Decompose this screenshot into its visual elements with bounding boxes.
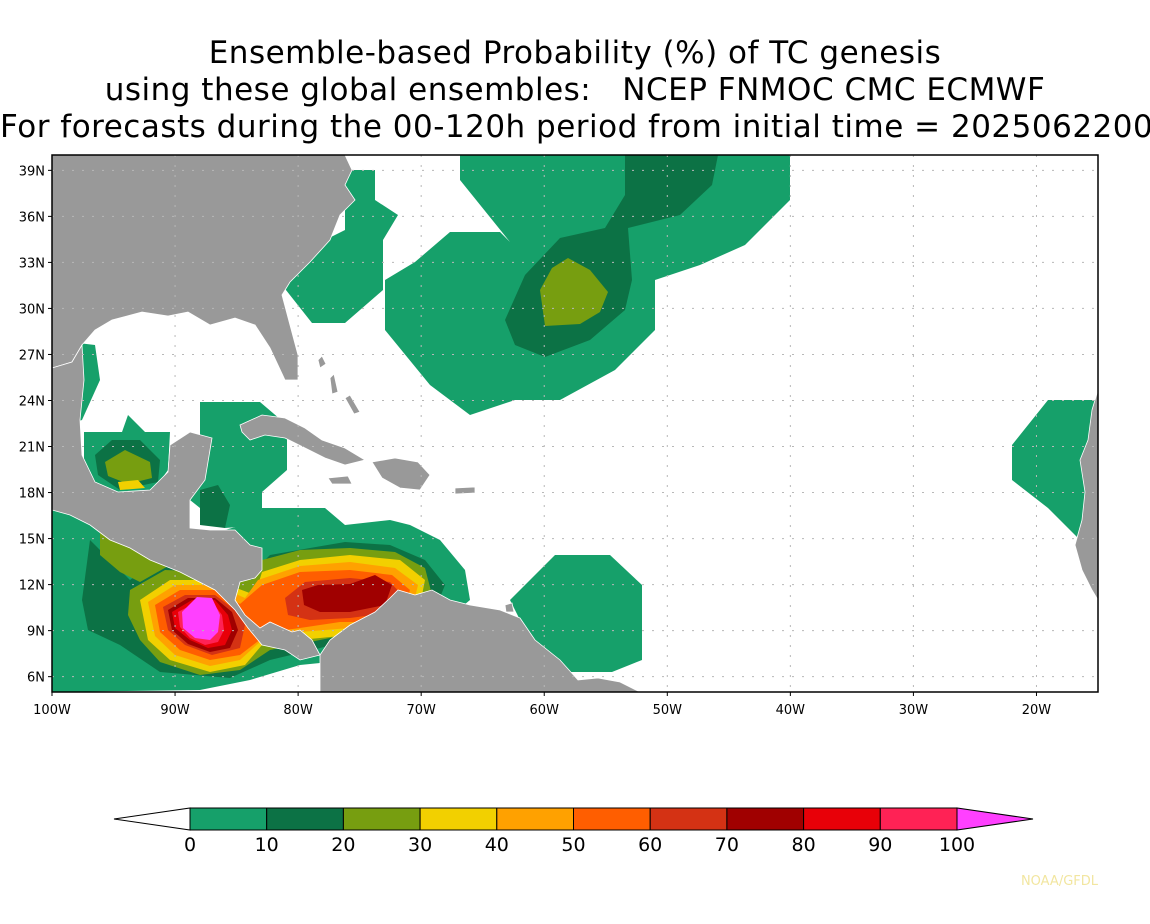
colorbar-label: 10: [255, 834, 279, 856]
credit-text: NOAA/GFDL: [1020, 874, 1098, 889]
land-jamaica: [327, 475, 353, 485]
lat-tick-label: 39N: [19, 164, 45, 179]
longitude-axis: 100W 90W 80W 70W 60W 50W 40W 30W 20W: [33, 692, 1051, 718]
colorbar-label: 60: [638, 834, 662, 856]
land: [52, 155, 1098, 692]
colorbar-box: [496, 807, 574, 831]
lon-tick-label: 60W: [530, 703, 560, 718]
colorbar-label: 40: [485, 834, 509, 856]
lat-tick-label: 6N: [27, 671, 45, 686]
lon-tick-label: 40W: [776, 703, 806, 718]
lat-tick-label: 30N: [19, 302, 45, 317]
lon-tick-label: 30W: [899, 703, 929, 718]
lat-tick-label: 24N: [19, 394, 45, 409]
prob-region-east-atlantic: [1012, 400, 1098, 538]
land-bahamas-3: [344, 394, 361, 415]
prob-region-gulf-south-4: [118, 480, 145, 490]
land-africa: [1074, 389, 1098, 601]
latitude-axis: 39N 36N 33N 30N 27N 24N 21N 18N 15N 12N 9N 6N: [19, 164, 52, 686]
map-area: [52, 155, 1098, 692]
colorbar-label: 50: [561, 834, 585, 856]
lon-tick-label: 100W: [33, 703, 71, 718]
title-line-3: For forecasts during the 00-120h period …: [0, 109, 1150, 145]
colorbar-over-triangle: [956, 807, 1034, 831]
colorbar-box: [342, 807, 421, 831]
lat-tick-label: 9N: [27, 625, 45, 640]
land-puerto-rico: [454, 486, 476, 495]
lat-tick-label: 21N: [19, 441, 45, 456]
lon-tick-label: 90W: [160, 703, 190, 718]
lat-tick-label: 33N: [19, 256, 45, 271]
lon-tick-label: 20W: [1022, 703, 1052, 718]
colorbar-box: [189, 807, 268, 831]
title-line-2: using these global ensembles: NCEP FNMOC…: [104, 72, 1046, 108]
lon-tick-label: 50W: [653, 703, 683, 718]
prob-region-us-coast: [282, 170, 398, 323]
colorbar-label: 30: [408, 834, 432, 856]
colorbar-box: [419, 807, 498, 831]
colorbar-label: 80: [792, 834, 816, 856]
lat-tick-label: 36N: [19, 210, 45, 225]
colorbar-label: 70: [715, 834, 739, 856]
colorbar-box: [879, 807, 958, 831]
colorbar-box: [266, 807, 344, 831]
lat-tick-label: 12N: [19, 579, 45, 594]
lon-tick-label: 80W: [283, 703, 313, 718]
lat-tick-label: 15N: [19, 533, 45, 548]
colorbar: 0 10 20 30 40 50 60 70 80 90 100: [113, 807, 1034, 856]
land-hispaniola: [371, 457, 431, 491]
land-north-america: [52, 155, 356, 381]
land-south-america: [319, 589, 641, 692]
map-frame: [51, 154, 1099, 693]
colorbar-label: 90: [868, 834, 892, 856]
land-trinidad: [504, 602, 515, 613]
lat-tick-label: 27N: [19, 348, 45, 363]
graticule: [52, 155, 1098, 692]
prob-region-gulf-south-3: [105, 450, 152, 484]
colorbar-box: [649, 807, 728, 831]
colorbar-label: 100: [939, 834, 975, 856]
colorbar-box: [803, 807, 881, 831]
prob-region-caribbean-70b: [302, 575, 392, 612]
land-cuba: [239, 414, 367, 466]
land-mexico: [52, 343, 321, 661]
land-bahamas-2: [329, 373, 339, 395]
colorbar-label: 20: [331, 834, 355, 856]
lat-tick-label: 18N: [19, 487, 45, 502]
colorbar-box: [726, 807, 805, 831]
lon-tick-label: 70W: [406, 703, 436, 718]
prob-region-caribbean-100: [182, 597, 220, 640]
land-bahamas-1: [317, 355, 327, 369]
prob-region-20-30: [540, 258, 608, 326]
prob-region-yucatan-2: [200, 485, 230, 528]
colorbar-under-triangle: [113, 807, 191, 831]
title-line-1: Ensemble-based Probability (%) of TC gen…: [208, 35, 942, 71]
colorbar-box: [573, 807, 651, 831]
colorbar-label: 0: [184, 834, 196, 856]
